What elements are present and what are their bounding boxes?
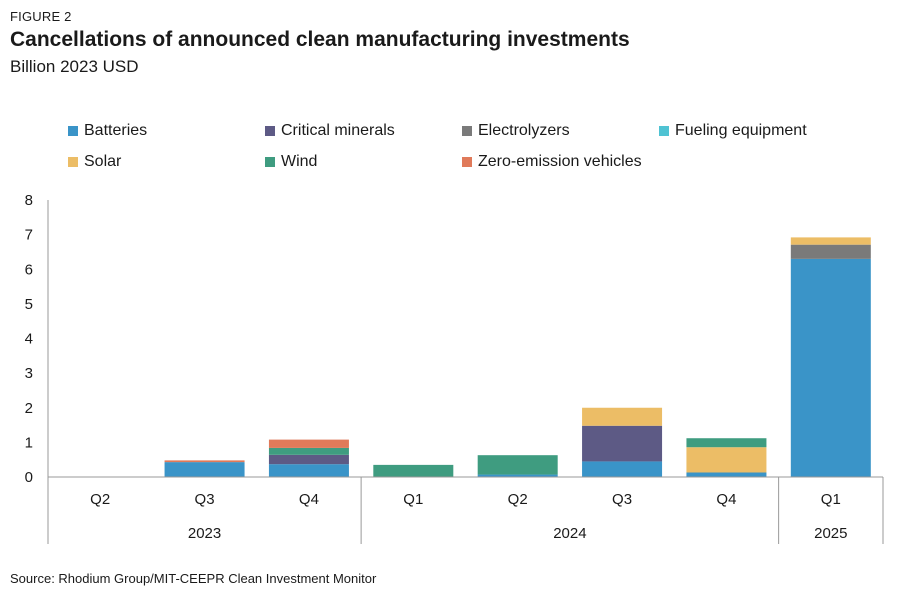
bar-segment (268, 464, 349, 477)
bar-segment (268, 454, 349, 465)
legend-label: Critical minerals (281, 122, 395, 139)
bar-segment (582, 461, 663, 477)
legend-item: Critical minerals (265, 122, 395, 140)
x-group-label: 2023 (188, 525, 221, 542)
x-tick-label: Q4 (716, 491, 736, 508)
bar-segment (582, 407, 663, 426)
y-tick-label: 2 (25, 400, 33, 417)
bar-segment (582, 425, 663, 462)
x-tick-label: Q2 (90, 491, 110, 508)
y-tick-label: 5 (25, 296, 33, 313)
y-tick-label: 8 (25, 192, 33, 209)
legend-swatch (68, 157, 78, 167)
source-note: Source: Rhodium Group/MIT-CEEPR Clean In… (10, 571, 377, 586)
bar-segment (268, 447, 349, 455)
bar-segment (790, 237, 871, 245)
x-tick-label: Q2 (508, 491, 528, 508)
bar-segment (268, 439, 349, 448)
chart-title: Cancellations of announced clean manufac… (10, 28, 630, 51)
y-tick-label: 3 (25, 365, 33, 382)
x-tick-label: Q4 (299, 491, 319, 508)
bar-segment (686, 472, 767, 477)
legend-swatch (265, 157, 275, 167)
bar-segment (477, 455, 558, 475)
legend-label: Fueling equipment (675, 122, 807, 139)
x-tick-label: Q3 (612, 491, 632, 508)
bar-segment (790, 244, 871, 259)
x-tick-label: Q1 (821, 491, 841, 508)
legend-label: Zero-emission vehicles (478, 153, 642, 170)
legend-swatch (462, 126, 472, 136)
bar-segment (164, 462, 245, 477)
x-group-label: 2025 (814, 525, 847, 542)
bar-segment (790, 258, 871, 477)
bar-segment (477, 474, 558, 477)
y-tick-label: 4 (25, 331, 33, 348)
y-tick-label: 7 (25, 227, 33, 244)
figure-label: FIGURE 2 (10, 9, 72, 24)
y-tick-label: 1 (25, 434, 33, 451)
legend-item: Solar (68, 153, 121, 171)
x-group-label: 2024 (553, 525, 586, 542)
legend-label: Solar (84, 153, 122, 170)
y-tick-label: 6 (25, 261, 33, 278)
legend-label: Wind (281, 153, 318, 170)
legend-swatch (659, 126, 669, 136)
x-tick-label: Q3 (195, 491, 215, 508)
legend-item: Electrolyzers (462, 122, 570, 140)
legend-swatch (68, 126, 78, 136)
legend-item: Zero-emission vehicles (462, 153, 642, 171)
x-tick-label: Q1 (403, 491, 423, 508)
legend-item: Fueling equipment (659, 122, 807, 140)
legend-item: Wind (265, 153, 317, 171)
bar-segment (686, 438, 767, 448)
legend-item: Batteries (68, 122, 147, 140)
y-tick-label: 0 (25, 469, 33, 486)
chart-plot: 0 1 2 3 4 5 6 7 8 Q2 Q3 Q4 Q1 Q2 Q3 Q4 Q1 2023 2024 2025 (25, 192, 884, 544)
bar-segment (686, 447, 767, 473)
chart-subtitle: Billion 2023 USD (10, 57, 139, 76)
bar-segment (164, 460, 245, 463)
bar-segment (373, 464, 454, 477)
legend-label: Batteries (84, 122, 148, 139)
legend-swatch (265, 126, 275, 136)
legend-label: Electrolyzers (478, 122, 570, 139)
legend-swatch (462, 157, 472, 167)
